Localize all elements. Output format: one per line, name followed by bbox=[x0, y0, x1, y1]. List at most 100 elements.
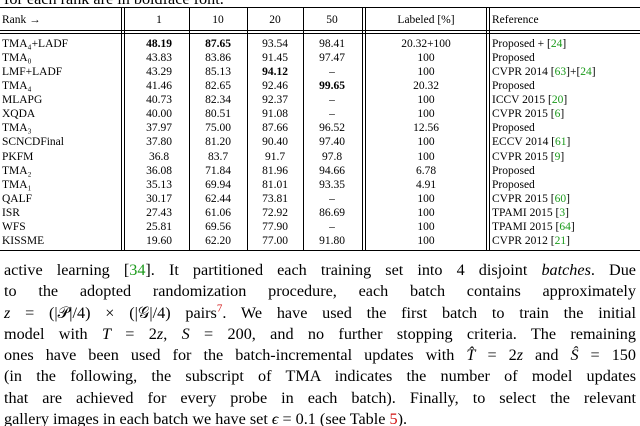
math: z bbox=[516, 346, 524, 364]
text: , bbox=[163, 325, 182, 343]
math: T bbox=[101, 325, 111, 343]
method-name: TMA₄ bbox=[2, 80, 32, 93]
labeled-value: 12.56 bbox=[413, 122, 439, 135]
rank-value: 82.34 bbox=[205, 94, 231, 107]
rank-value: 81.96 bbox=[262, 164, 288, 177]
cite: 34 bbox=[129, 261, 146, 279]
column-rule bbox=[303, 7, 304, 250]
reference-text: Proposed bbox=[492, 52, 535, 65]
reference-text: ] bbox=[566, 136, 571, 149]
reference-text: Proposed bbox=[492, 178, 535, 191]
rank-value: – bbox=[329, 220, 335, 233]
labeled-value: 100 bbox=[417, 136, 435, 149]
labeled-value: 100 bbox=[417, 66, 435, 79]
header-cell: Rank → bbox=[2, 14, 41, 26]
rank-value: – bbox=[329, 192, 335, 205]
reference: CVPR 2015 [60] bbox=[492, 192, 640, 206]
reference: Proposed + [24] bbox=[492, 37, 640, 51]
math: z bbox=[4, 304, 11, 322]
rank-value: – bbox=[329, 108, 335, 121]
reference-text: ] bbox=[560, 108, 565, 121]
text: . We have used the first batch to train … bbox=[222, 304, 636, 322]
labeled-value: 100 bbox=[417, 150, 435, 163]
rank-value: 87.66 bbox=[262, 122, 288, 135]
rank-value: 99.65 bbox=[319, 80, 345, 93]
caption-tail: for each rank are in boldface font. bbox=[4, 0, 636, 9]
rank-value: 30.17 bbox=[146, 192, 172, 205]
labeled-value: 4.91 bbox=[415, 178, 437, 191]
column-rule bbox=[189, 7, 190, 250]
text-line: ones have been used for the batch-increm… bbox=[4, 345, 636, 365]
rule bbox=[0, 7, 640, 8]
labeled-value: 100 bbox=[417, 108, 435, 121]
text: . Due bbox=[590, 261, 636, 279]
reference-text: ] bbox=[591, 66, 596, 79]
rank-value: 25.81 bbox=[146, 220, 172, 233]
column-rule bbox=[362, 7, 363, 250]
header-cell: Labeled [%] bbox=[397, 14, 455, 26]
column-rule bbox=[365, 7, 366, 250]
text: = (|𝒫|/4) × (|𝒢|/4) pairs bbox=[10, 304, 217, 322]
text-line: active learning [34]. It partitioned eac… bbox=[4, 260, 636, 280]
rank-value: 43.83 bbox=[146, 52, 172, 65]
text-line: (in the following, the subscript of TMA … bbox=[4, 366, 636, 386]
rank-value: 62.20 bbox=[205, 234, 231, 247]
rank-value: – bbox=[329, 94, 335, 107]
reference: CVPR 2015 [9] bbox=[492, 150, 640, 164]
reference-text: CVPR 2012 [ bbox=[492, 234, 555, 247]
rank-value: 35.13 bbox=[146, 178, 172, 191]
rank-value: 43.29 bbox=[146, 66, 172, 79]
rank-value: 69.94 bbox=[205, 178, 231, 191]
citation: 3 bbox=[559, 206, 566, 219]
reference-text: ICCV 2015 [ bbox=[492, 94, 552, 107]
text: gallery images in each batch we have set bbox=[4, 410, 272, 426]
reference: CVPR 2014 [63]+[24] bbox=[492, 65, 640, 79]
method-name: SCNCDFinal bbox=[2, 136, 64, 149]
rank-value: 36.08 bbox=[146, 164, 172, 177]
method-name: PKFM bbox=[2, 150, 34, 163]
text: ). bbox=[397, 410, 408, 426]
reference: Proposed bbox=[492, 79, 640, 93]
rank-value: 80.51 bbox=[205, 108, 231, 121]
rank-value: 61.06 bbox=[205, 206, 231, 219]
text: that are achieved for every probe in eac… bbox=[4, 389, 636, 407]
rank-value: 27.43 bbox=[146, 206, 172, 219]
rank-value: 90.40 bbox=[262, 136, 288, 149]
rank-value: 97.40 bbox=[319, 136, 345, 149]
rank-value: 69.56 bbox=[205, 220, 231, 233]
labeled-value: 100 bbox=[417, 220, 435, 233]
reference-text: ] bbox=[566, 192, 570, 205]
rank-value: 82.65 bbox=[205, 80, 231, 93]
rank-value: 85.13 bbox=[205, 66, 231, 79]
reference-text: ECCV 2014 [ bbox=[492, 136, 556, 149]
reference-text: ] bbox=[570, 220, 575, 233]
rank-value: 91.80 bbox=[319, 234, 345, 247]
header-cell: 20 bbox=[269, 14, 281, 26]
rank-value: 62.44 bbox=[205, 192, 231, 205]
text-line: gallery images in each batch we have set… bbox=[4, 409, 636, 426]
column-rule bbox=[121, 7, 122, 250]
rank-value: 87.65 bbox=[205, 38, 231, 50]
reference: TPAMI 2015 [64] bbox=[492, 220, 640, 234]
labeled-value: 100 bbox=[417, 192, 435, 205]
math: T̂ bbox=[466, 346, 476, 364]
reference-text: ] bbox=[563, 94, 568, 107]
rank-value: 40.00 bbox=[146, 108, 172, 121]
rank-value: 73.81 bbox=[262, 192, 288, 205]
rank-value: 19.60 bbox=[146, 234, 172, 247]
header-cell: 10 bbox=[212, 14, 224, 26]
labeled-value: 100 bbox=[417, 234, 435, 247]
text: active learning [ bbox=[4, 261, 130, 279]
rank-value: 93.35 bbox=[319, 178, 345, 191]
method-name: WFS bbox=[2, 220, 26, 233]
method-name: KISSME bbox=[2, 234, 45, 247]
text: = 150 bbox=[578, 346, 636, 364]
labeled-value: 20.32+100 bbox=[401, 38, 451, 50]
reference-text: Proposed bbox=[492, 164, 535, 177]
citation: 60 bbox=[554, 192, 567, 205]
rank-value: 97.47 bbox=[319, 52, 345, 65]
text-line: z = (|𝒫|/4) × (|𝒢|/4) pairs7. We have us… bbox=[4, 303, 636, 323]
rule bbox=[0, 250, 640, 251]
text-line: model with T = 2z, S = 200, and no furth… bbox=[4, 324, 636, 344]
reference-text: Proposed + [ bbox=[492, 38, 551, 50]
